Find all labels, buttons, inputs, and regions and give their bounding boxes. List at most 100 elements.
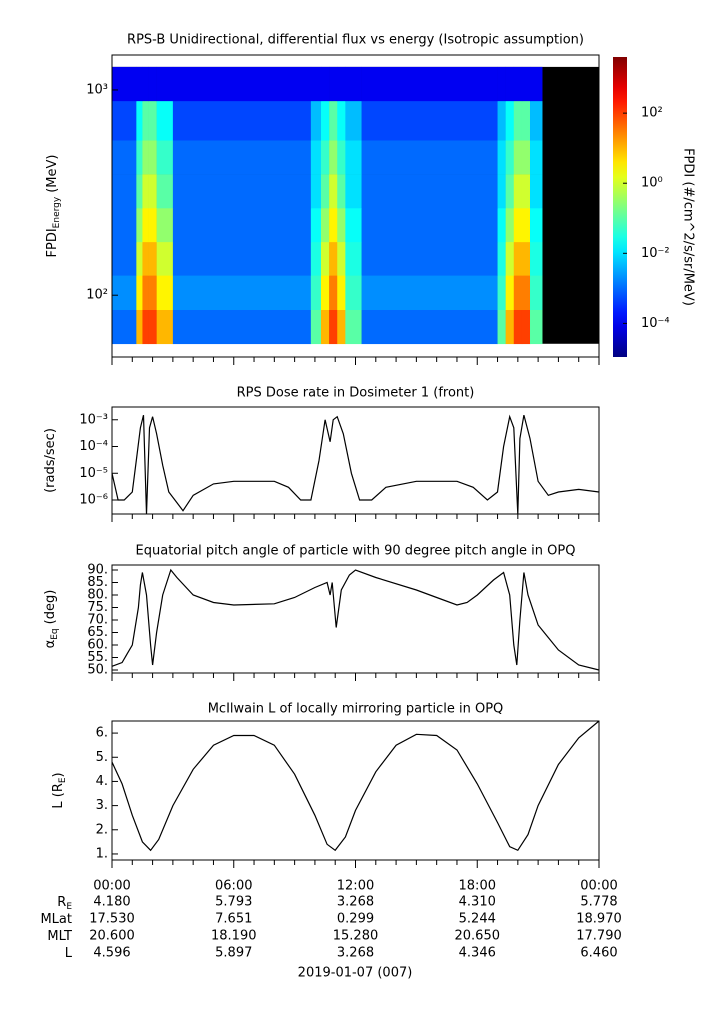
heatmap-cell — [148, 174, 157, 209]
y-tick-label: 75. — [87, 600, 108, 615]
heatmap-cell — [112, 100, 137, 141]
heatmap-cell — [361, 100, 498, 141]
heatmap-cell — [310, 174, 322, 209]
y-axis-label-rest: (deg) — [43, 590, 58, 625]
y-axis-label-sub: Eq — [50, 628, 60, 639]
ephemeris-row-label: RE — [57, 895, 72, 912]
heatmap-cell — [513, 66, 523, 102]
y-tick-label: 1. — [96, 846, 108, 861]
heatmap-cell — [156, 100, 174, 141]
data-line — [111, 720, 600, 852]
ephemeris-value: 5.244 — [459, 912, 496, 927]
x-tick-label: 06:00 — [215, 879, 252, 894]
heatmap-cell — [337, 100, 346, 141]
heatmap-cell — [142, 207, 149, 243]
heatmap-cell — [148, 207, 157, 243]
heatmap-cell — [521, 275, 531, 310]
heatmap-cell — [321, 66, 330, 102]
heatmap-cell — [156, 174, 174, 209]
ephemeris-value: 6.460 — [580, 946, 617, 961]
heatmap-cell — [513, 174, 523, 209]
ephemeris-row-label: MLat — [40, 912, 72, 927]
colorbar-tick-label: 10⁰ — [641, 176, 663, 191]
heatmap-cell — [172, 100, 312, 141]
heatmap-cell — [142, 275, 149, 310]
heatmap-cell — [112, 207, 137, 243]
chart-title: Equatorial pitch angle of particle with … — [136, 544, 576, 559]
y-axis-label-sub: E — [58, 777, 68, 783]
heatmap-cell — [513, 100, 523, 141]
heatmap-cell — [329, 140, 338, 175]
heatmap-cell — [530, 174, 543, 209]
heatmap-cell — [521, 309, 531, 345]
heatmap-cell — [136, 66, 143, 102]
heatmap-cell — [345, 207, 362, 243]
heatmap-cell — [521, 66, 531, 102]
heatmap-cell — [361, 275, 498, 310]
heatmap-cell — [172, 275, 312, 310]
heatmap-cell — [513, 275, 523, 310]
heatmap-cell — [337, 174, 346, 209]
heatmap-cell — [337, 207, 346, 243]
heatmap-cell — [329, 100, 338, 141]
heatmap-cell — [142, 241, 149, 276]
heatmap-cell — [148, 140, 157, 175]
heatmap-cell — [337, 241, 346, 276]
chart-title: McIlwain L of locally mirroring particle… — [208, 702, 504, 717]
ephemeris-value: 18.970 — [576, 912, 622, 927]
heatmap-cell — [310, 207, 322, 243]
heatmap-cell — [142, 100, 149, 141]
data-line — [111, 568, 600, 671]
y-tick-label: 60. — [87, 638, 108, 653]
heatmap-cell — [156, 275, 174, 310]
heatmap-cell — [530, 275, 543, 310]
heatmap-cell — [521, 207, 531, 243]
ephemeris-value: 20.650 — [455, 929, 501, 944]
ephemeris-value: 4.346 — [459, 946, 496, 961]
heatmap-cell — [513, 207, 523, 243]
heatmap-cell — [497, 100, 506, 141]
heatmap-cell — [513, 241, 523, 276]
y-tick-label: 65. — [87, 625, 108, 640]
heatmap-cell — [513, 309, 523, 345]
x-tick-label: 12:00 — [337, 879, 374, 894]
heatmap-cell — [530, 207, 543, 243]
heatmap-cell — [505, 100, 515, 141]
heatmap-cell — [136, 140, 143, 175]
heatmap-cell — [530, 100, 543, 141]
colorbar-tick-label: 10⁻² — [641, 246, 670, 261]
y-tick-label: 3. — [96, 798, 108, 813]
y-axis-label: αEq (deg) — [43, 590, 60, 649]
y-axis-label: FPDIEnergy (MeV) — [45, 155, 62, 258]
heatmap-cell — [521, 100, 531, 141]
ephemeris-value: 5.897 — [215, 946, 252, 961]
y-axis-label-main: L (R — [51, 783, 66, 808]
heatmap-cell — [148, 100, 157, 141]
y-axis-label-rest: (MeV) — [45, 155, 60, 193]
ephemeris-value: 5.778 — [580, 895, 617, 910]
heatmap-cell — [321, 207, 330, 243]
y-tick-label: 90. — [87, 563, 108, 578]
x-tick-label: 00:00 — [93, 879, 130, 894]
plot-frame — [111, 720, 600, 861]
heatmap-cell — [172, 309, 312, 345]
heatmap-cell — [112, 241, 137, 276]
y-axis-label: (rads/sec) — [43, 428, 58, 493]
heatmap-cell — [530, 241, 543, 276]
y-axis-label: L (RE) — [51, 772, 68, 808]
heatmap-cell — [497, 140, 506, 175]
y-tick-label: 2. — [96, 822, 108, 837]
heatmap-cell — [513, 140, 523, 175]
heatmap-cell — [345, 241, 362, 276]
heatmap-cell — [521, 241, 531, 276]
heatmap-cell — [136, 207, 143, 243]
heatmap-cell — [310, 100, 322, 141]
colorbar-tick-label: 10² — [641, 106, 663, 121]
heatmap-cell — [361, 309, 498, 345]
y-tick-label: 5. — [96, 750, 108, 765]
heatmap-cell — [329, 66, 338, 102]
heatmap-cell — [329, 174, 338, 209]
y-tick-label: 10⁻⁶ — [79, 493, 108, 508]
heatmap-cell — [310, 309, 322, 345]
heatmap-cell — [497, 309, 506, 345]
